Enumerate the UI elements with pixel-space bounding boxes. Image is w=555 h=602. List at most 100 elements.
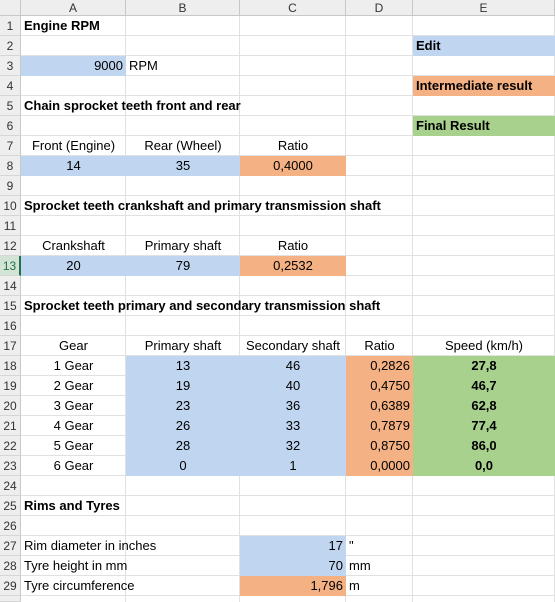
chain-ratio-result[interactable]: 0,4000 (240, 156, 346, 176)
row-header[interactable]: 5 (0, 96, 21, 116)
row-header[interactable]: 8 (0, 156, 21, 176)
gear-primary-input[interactable]: 0 (126, 456, 240, 476)
column-header-c[interactable]: C (240, 0, 346, 16)
gear-ratio-result[interactable]: 0,8750 (346, 436, 413, 456)
gear-speed-result[interactable]: 27,8 (413, 356, 555, 376)
row-header[interactable]: 3 (0, 56, 21, 76)
gear-primary-input[interactable]: 13 (126, 356, 240, 376)
gears-header-ratio: Ratio (364, 338, 395, 353)
gear-secondary-input[interactable]: 46 (240, 356, 346, 376)
gear-speed-result[interactable]: 46,7 (413, 376, 555, 396)
rim-diameter-unit: " (349, 538, 354, 553)
chain-rear-input[interactable]: 35 (126, 156, 240, 176)
row-header[interactable]: 11 (0, 216, 21, 236)
gear-speed-result[interactable]: 0,0 (413, 456, 555, 476)
legend-intermediate[interactable]: Intermediate result (413, 76, 555, 96)
gear-speed-result[interactable]: 77,4 (413, 416, 555, 436)
gears-header-secondary: Secondary shaft (246, 338, 340, 353)
row-header[interactable]: 10 (0, 196, 21, 216)
gear-name: 5 Gear (53, 438, 94, 453)
row-header[interactable]: 4 (0, 76, 21, 96)
engine-rpm-input[interactable]: 9000 (21, 56, 126, 76)
tyre-circumference-label: Tyre circumference (24, 578, 135, 593)
row-header[interactable]: 17 (0, 336, 21, 356)
gear-ratio-result[interactable]: 0,2826 (346, 356, 413, 376)
gear-ratio-result[interactable]: 0,0000 (346, 456, 413, 476)
row-header-partial[interactable] (0, 596, 21, 602)
select-all-corner[interactable] (0, 0, 21, 16)
chain-title: Chain sprocket teeth front and rear (24, 98, 241, 113)
row-header[interactable]: 12 (0, 236, 21, 256)
row-header[interactable]: 22 (0, 436, 21, 456)
crank-header-primary: Primary shaft (144, 238, 222, 253)
tyre-height-label: Tyre height in mm (24, 558, 128, 573)
crank-ratio-result[interactable]: 0,2532 (240, 256, 346, 276)
row-header[interactable]: 16 (0, 316, 21, 336)
row-header[interactable]: 9 (0, 176, 21, 196)
gear-name: 3 Gear (53, 398, 94, 413)
rim-diameter-input[interactable]: 17 (240, 536, 346, 556)
tyre-circumference-unit: m (349, 578, 360, 593)
engine-rpm-unit: RPM (129, 58, 158, 73)
gear-primary-input[interactable]: 19 (126, 376, 240, 396)
gear-secondary-input[interactable]: 36 (240, 396, 346, 416)
gear-name: 2 Gear (53, 378, 94, 393)
gear-primary-input[interactable]: 26 (126, 416, 240, 436)
row-header[interactable]: 18 (0, 356, 21, 376)
chain-header-rear: Rear (Wheel) (144, 138, 222, 153)
gear-name: 6 Gear (53, 458, 94, 473)
row-header[interactable]: 25 (0, 496, 21, 516)
gears-header-speed: Speed (km/h) (444, 338, 524, 353)
crank-header-crank: Crankshaft (42, 238, 105, 253)
row-header[interactable]: 14 (0, 276, 21, 296)
row-header[interactable]: 28 (0, 556, 21, 576)
gear-name: 1 Gear (53, 358, 94, 373)
gear-ratio-result[interactable]: 0,6389 (346, 396, 413, 416)
legend-edit[interactable]: Edit (413, 36, 555, 56)
row-header[interactable]: 29 (0, 576, 21, 596)
gears-header-primary: Primary shaft (144, 338, 222, 353)
chain-header-ratio: Ratio (277, 138, 309, 153)
row-header[interactable]: 23 (0, 456, 21, 476)
row-header[interactable]: 13 (0, 256, 21, 276)
gears-header-gear: Gear (59, 338, 88, 353)
crank-crank-input[interactable]: 20 (21, 256, 126, 276)
rim-diameter-label: Rim diameter in inches (24, 538, 157, 553)
chain-front-input[interactable]: 14 (21, 156, 126, 176)
gear-speed-result[interactable]: 62,8 (413, 396, 555, 416)
row-header[interactable]: 21 (0, 416, 21, 436)
column-header-e[interactable]: E (413, 0, 555, 16)
row-header[interactable]: 24 (0, 476, 21, 496)
crank-primary-input[interactable]: 79 (126, 256, 240, 276)
row-header[interactable]: 27 (0, 536, 21, 556)
column-header-d[interactable]: D (346, 0, 413, 16)
column-header-a[interactable]: A (21, 0, 126, 16)
tyre-circumference-result[interactable]: 1,796 (240, 576, 346, 596)
gear-secondary-input[interactable]: 32 (240, 436, 346, 456)
column-header-b[interactable]: B (126, 0, 240, 16)
legend-final[interactable]: Final Result (413, 116, 555, 136)
gear-ratio-result[interactable]: 0,7879 (346, 416, 413, 436)
gear-ratio-result[interactable]: 0,4750 (346, 376, 413, 396)
gear-speed-result[interactable]: 86,0 (413, 436, 555, 456)
crank-title: Sprocket teeth crankshaft and primary tr… (24, 198, 381, 213)
gear-secondary-input[interactable]: 33 (240, 416, 346, 436)
row-header[interactable]: 6 (0, 116, 21, 136)
gear-name: 4 Gear (53, 418, 94, 433)
row-header[interactable]: 20 (0, 396, 21, 416)
gear-primary-input[interactable]: 23 (126, 396, 240, 416)
row-header[interactable]: 19 (0, 376, 21, 396)
row-header[interactable]: 1 (0, 16, 21, 36)
row-header[interactable]: 26 (0, 516, 21, 536)
gear-secondary-input[interactable]: 40 (240, 376, 346, 396)
gear-secondary-input[interactable]: 1 (240, 456, 346, 476)
gears-title: Sprocket teeth primary and secondary tra… (24, 298, 381, 313)
row-header[interactable]: 7 (0, 136, 21, 156)
chain-header-front: Front (Engine) (31, 138, 116, 153)
tyre-height-input[interactable]: 70 (240, 556, 346, 576)
row-header[interactable]: 15 (0, 296, 21, 316)
gear-primary-input[interactable]: 28 (126, 436, 240, 456)
rims-title: Rims and Tyres (24, 498, 120, 513)
row-header[interactable]: 2 (0, 36, 21, 56)
